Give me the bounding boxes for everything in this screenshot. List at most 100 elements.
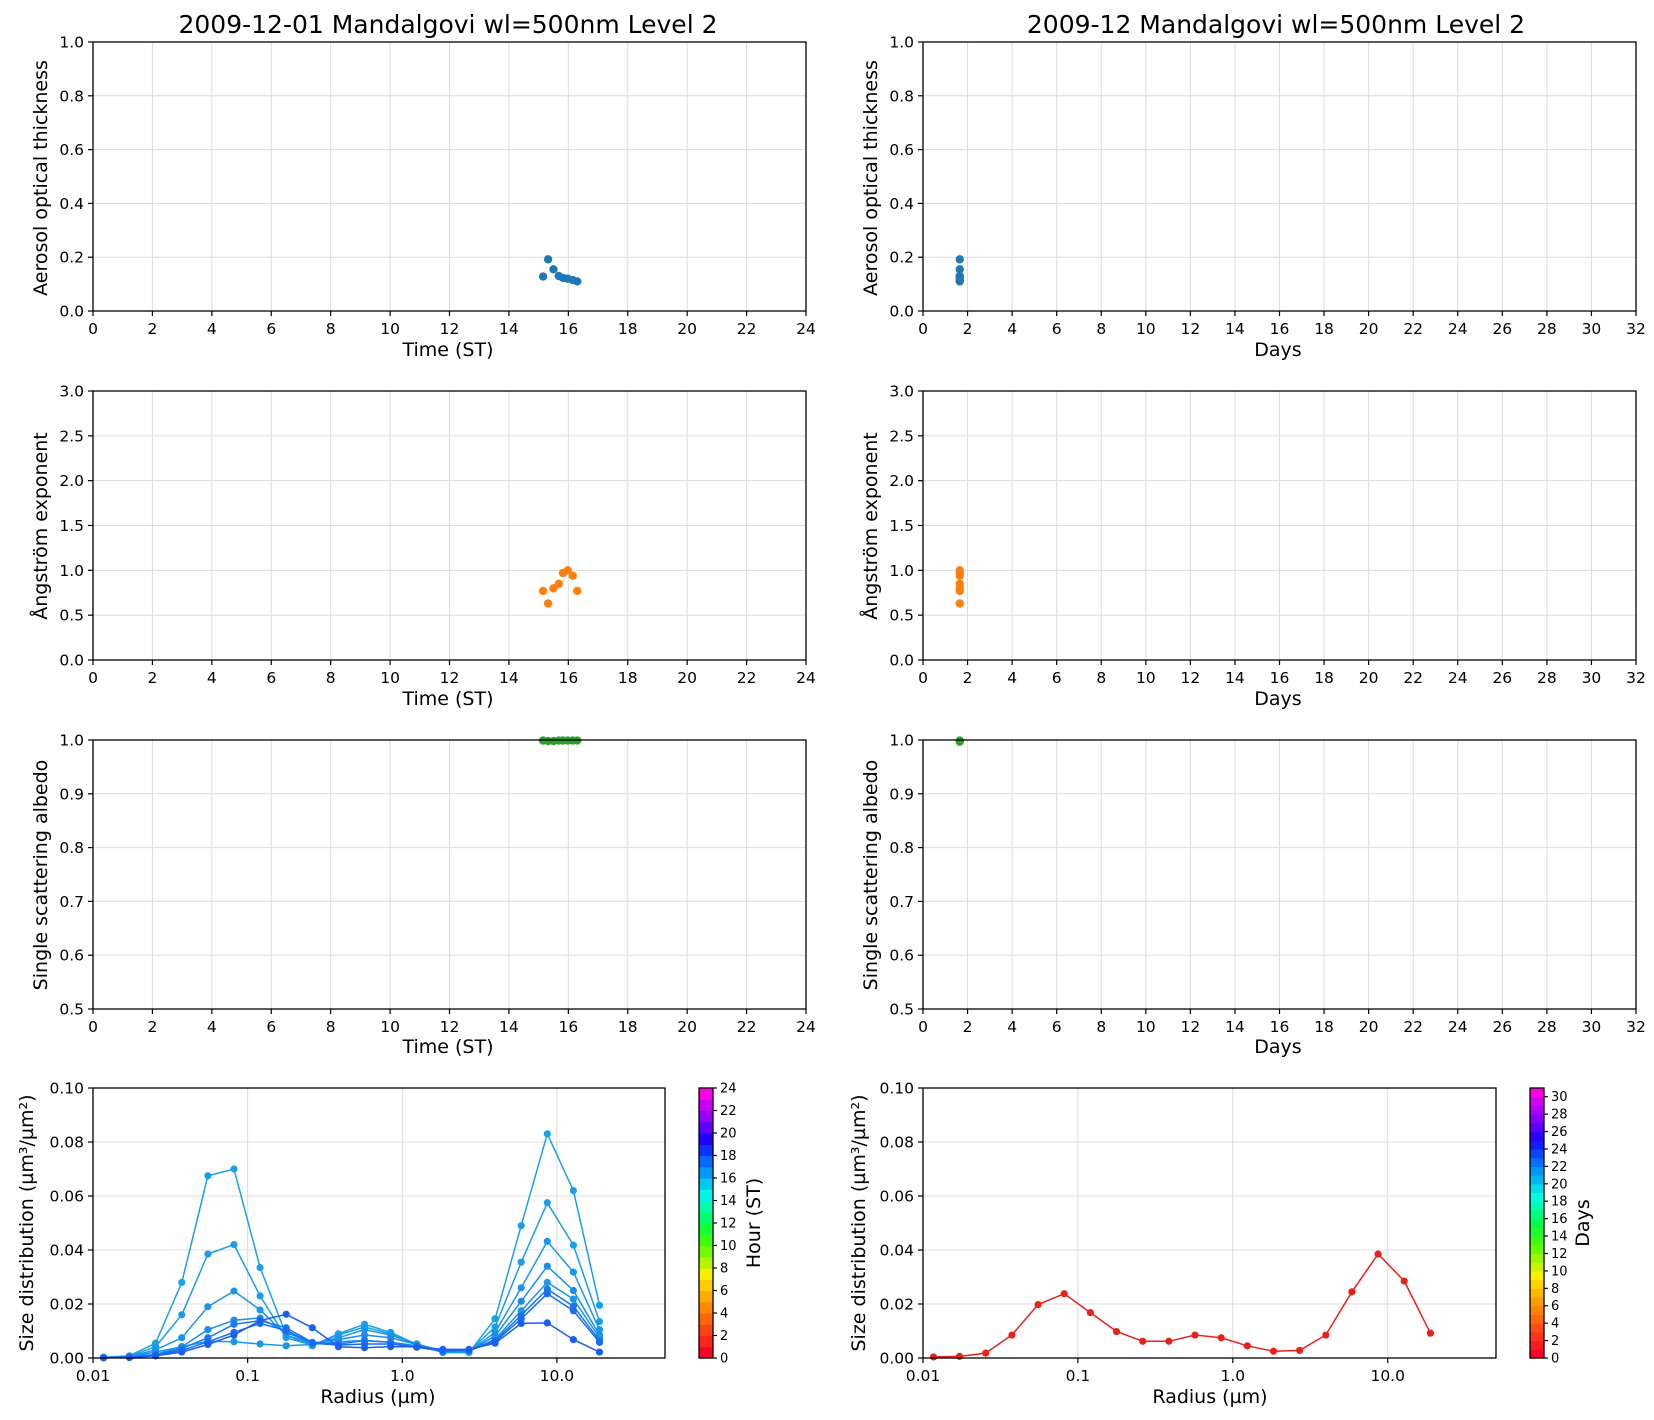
angstrom-monthly-ytick-label: 3.0 [889,383,914,401]
size-daily-series-point [308,1339,316,1347]
cb-days-segment [1530,1218,1544,1228]
angstrom-monthly-xtick-label: 16 [1270,669,1290,687]
aot-daily-ytick-label: 0.0 [59,303,84,321]
size-daily-series-point [360,1326,369,1334]
angstrom-monthly-panel: 0 2 4 6 8 10 12 14 16 18 20 22 24 26 28 30 320.00.51.01.… [859,383,1646,711]
cb-hour-tick-label: 14 [720,1194,737,1209]
aot-daily-xtick-label: 4 [207,320,217,338]
size-daily-series-point [569,1286,577,1295]
ssa-monthly-ylabel: Single scattering albedo [860,760,882,991]
angstrom-daily-xtick-label: 22 [737,669,757,687]
cb-hour-tick-label: 22 [720,1104,737,1119]
cb-hour-tick-label: 24 [720,1082,737,1097]
angstrom-daily-point [554,579,564,588]
aot-daily-point [573,277,582,286]
aot-daily-xtick-label: 10 [380,320,400,338]
cb-days-segment [1530,1183,1544,1194]
size-monthly-series-point [1139,1337,1147,1345]
size-monthly-xtick-label: 0.01 [906,1367,941,1385]
angstrom-monthly-xtick-label: 30 [1582,669,1602,687]
angstrom-monthly-xtick-label: 24 [1448,669,1468,687]
ssa-monthly-xtick-label: 12 [1181,1018,1201,1036]
aot-daily-ytick-label: 0.8 [59,87,84,105]
size-daily-series-point [230,1241,238,1249]
angstrom-monthly-xtick-label: 12 [1181,669,1201,687]
ssa-daily-xtick-label: 12 [440,1018,460,1036]
cb-days-segment [1530,1157,1544,1167]
cb-days-tick-label: 14 [1551,1230,1568,1245]
ssa-daily-xtick-label: 8 [326,1018,336,1036]
ssa-monthly-xtick-label: 26 [1492,1018,1512,1036]
cb-days-tick-label: 12 [1551,1247,1568,1262]
ssa-monthly-ytick-label: 0.9 [889,785,914,803]
aot-daily-xtick-label: 14 [499,320,519,338]
aot-monthly-point [955,265,964,274]
size-monthly-series-point [1348,1288,1356,1296]
aot-daily-xtick-label: 16 [558,320,578,338]
angstrom-daily-xtick-label: 20 [677,669,697,687]
angstrom-daily-xtick-label: 18 [618,669,638,687]
ssa-daily-xtick-label: 14 [499,1018,519,1036]
size-monthly-series-point [1191,1331,1199,1339]
size-daily-series-point [282,1342,290,1350]
cb-hour-tick-label: 8 [720,1262,728,1277]
size-daily-series-point [204,1340,212,1349]
cb-hour-segment [699,1200,713,1213]
ssa-monthly-xtick-label: 2 [963,1018,973,1036]
cb-hour-segment [699,1324,713,1337]
size-daily-plot: 0.01 0.1 1.0 10.0 0.00 0.02 0.04 0.06 0.08 0.10 [49,1080,666,1385]
cb-days-tick-label: 6 [1551,1299,1559,1314]
aot-monthly-ylabel: Aerosol optical thickness [860,60,882,296]
angstrom-monthly-ytick-label: 2.5 [889,427,914,445]
size-daily-series-line [103,1201,601,1359]
angstrom-daily-ytick-label: 1.5 [59,517,84,535]
ssa-monthly-xtick-label: 32 [1626,1018,1646,1036]
aot-monthly-xtick-label: 4 [1007,320,1017,338]
angstrom-monthly-ytick-label: 2.0 [889,472,914,490]
size-daily-series-point [204,1303,212,1311]
size-monthly-series-point [1008,1331,1016,1339]
angstrom-monthly-xtick-label: 26 [1492,669,1512,687]
aot-daily-xtick-label: 2 [147,320,157,338]
aot-daily-xtick-label: 18 [618,320,638,338]
cb-days-tick-label: 18 [1551,1195,1568,1210]
ssa-daily-ytick-label: 0.5 [59,1001,84,1019]
angstrom-daily-xtick-label: 16 [558,669,578,687]
aot-monthly-xtick-label: 2 [963,320,973,338]
size-monthly-xtick-label: 10.0 [1370,1367,1405,1385]
aot-monthly-xtick-label: 0 [918,320,928,338]
ssa-monthly-point [955,737,964,746]
angstrom-daily-ylabel: Ångström exponent [29,432,52,620]
angstrom-daily-xtick-label: 12 [440,669,460,687]
size-daily-series-point [204,1250,212,1258]
size-daily-series-line [103,1240,601,1359]
size-daily-series-point [360,1344,369,1352]
cb-days-tick-label: 8 [1551,1282,1559,1297]
size-monthly-ytick-label: 0.04 [879,1242,914,1260]
cb-hour-segment [699,1144,713,1157]
cb-hour-tick-label: 6 [720,1284,728,1299]
aot-daily-xtick-label: 8 [326,320,336,338]
right-column-title: 2009-12 Mandalgovi wl=500nm Level 2 [1027,10,1525,39]
aot-daily-xtick-label: 0 [88,320,98,338]
angstrom-daily-xtick-label: 0 [88,669,98,687]
cb-days-segment [1530,1340,1544,1350]
angstrom-daily-xtick-label: 4 [207,669,217,687]
angstrom-monthly-xtick-label: 8 [1096,669,1106,687]
size-monthly-plot: 0.01 0.1 1.0 10.0 0.00 0.02 0.04 0.06 0.08 0.10 [879,1080,1497,1385]
ssa-monthly-xtick-label: 18 [1314,1018,1334,1036]
size-daily-series-point [256,1306,264,1314]
ssa-monthly-ytick-label: 0.6 [889,947,914,965]
cb-days-frame [1529,1087,1545,1359]
size-monthly-xtick-label: 1.0 [1220,1367,1245,1385]
size-daily-series-point [517,1284,525,1292]
aot-monthly-xtick-label: 10 [1136,320,1156,338]
size-monthly-series-point [1060,1290,1068,1298]
size-daily-series-point [256,1292,264,1300]
cb-hour-segment [699,1268,713,1280]
size-daily-series-line [103,1131,601,1358]
cb-hour-segment [699,1178,713,1190]
ssa-daily-ytick-label: 0.8 [59,839,84,857]
